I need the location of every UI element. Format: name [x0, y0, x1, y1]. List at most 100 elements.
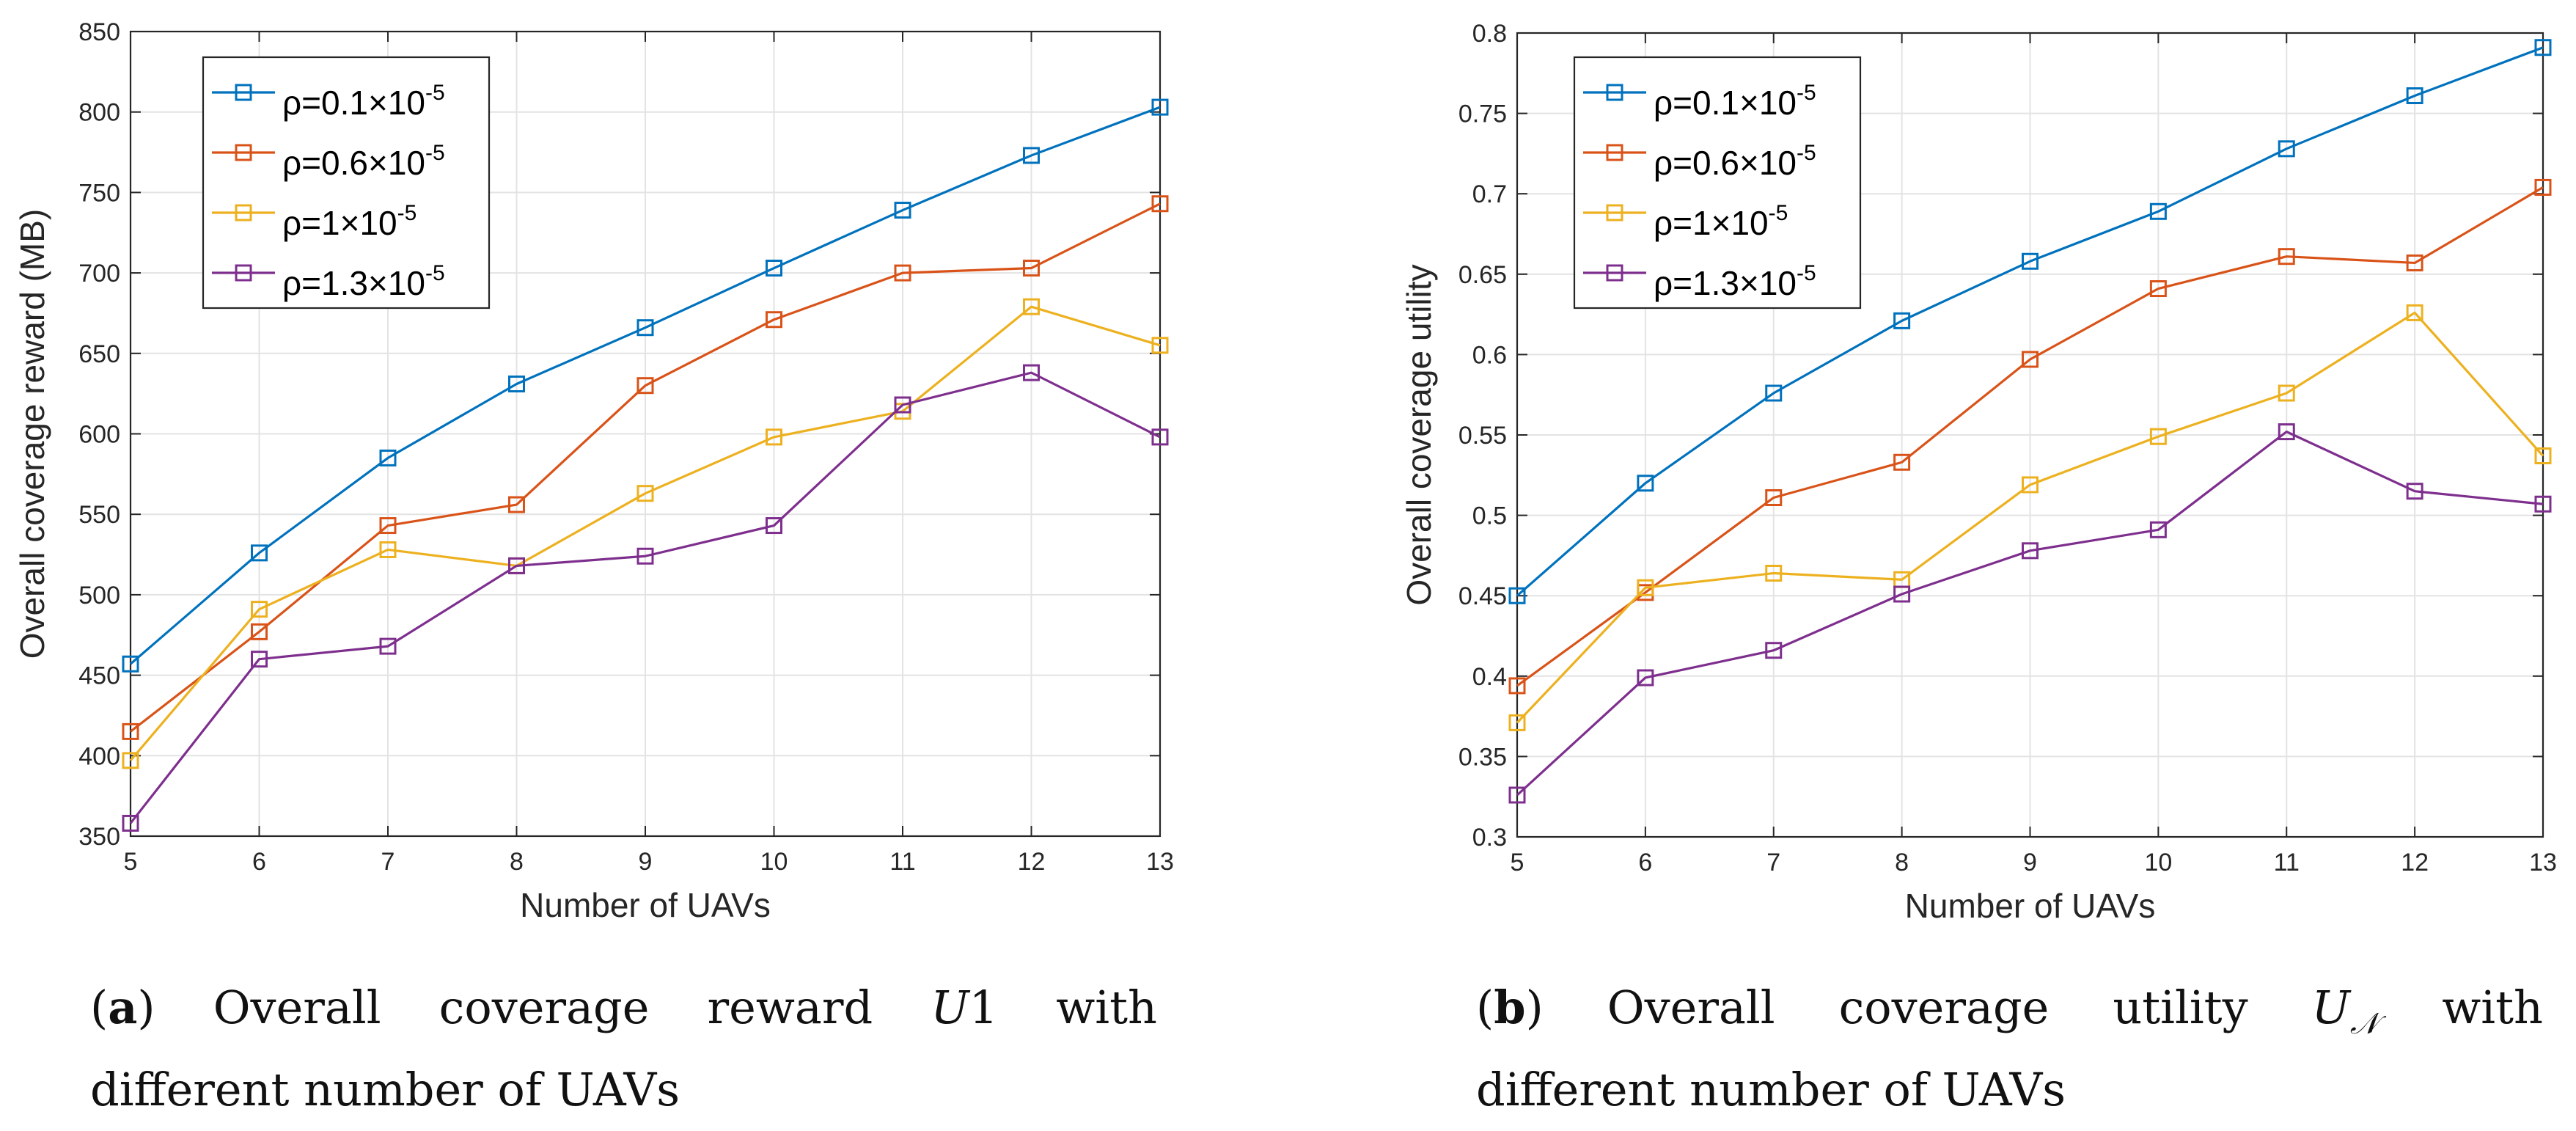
series-line — [1516, 431, 2544, 797]
data-point-marker — [2022, 542, 2039, 560]
legend-marker — [1606, 264, 1623, 282]
data-point-marker — [379, 637, 397, 655]
y-tick-label: 750 — [78, 179, 120, 207]
caption-b-word3: utility — [2113, 981, 2248, 1034]
data-point-marker — [2278, 423, 2295, 441]
data-point-marker — [2534, 447, 2552, 464]
caption-b: (b) Overall coverage utility U𝒩 with dif… — [1476, 967, 2543, 1131]
data-point-marker — [2149, 521, 2167, 538]
series-1 — [122, 98, 1169, 673]
y-tick-label: 0.65 — [1458, 261, 1507, 289]
x-tick-label: 11 — [889, 848, 915, 876]
caption-b-word4: with — [2442, 981, 2543, 1034]
data-point-marker — [379, 449, 397, 466]
x-axis-label: Number of UAVs — [1905, 887, 2156, 925]
x-tick-label: 9 — [2023, 849, 2037, 876]
data-point-marker — [894, 396, 911, 414]
series-4 — [1508, 423, 2552, 804]
data-point-marker — [1151, 428, 1169, 446]
data-point-marker — [2022, 351, 2039, 368]
data-point-marker — [251, 623, 268, 640]
data-point-marker — [2534, 39, 2552, 56]
x-tick-label: 10 — [2144, 849, 2172, 876]
caption-a: (a) Overall coverage reward U1 with diff… — [90, 967, 1157, 1131]
data-point-marker — [1637, 579, 1654, 596]
caption-b-word2: coverage — [1838, 981, 2050, 1034]
legend-marker — [235, 144, 252, 161]
data-point-marker — [2022, 252, 2039, 270]
data-point-marker — [1765, 642, 1783, 659]
caption-a-label: (a) — [90, 981, 155, 1034]
data-point-marker — [2406, 87, 2423, 104]
data-point-marker — [2278, 248, 2295, 266]
y-tick-label: 0.5 — [1472, 502, 1507, 530]
data-point-marker — [2406, 304, 2423, 321]
data-point-marker — [894, 202, 911, 219]
y-tick-label: 650 — [78, 340, 120, 368]
data-point-marker — [1765, 565, 1783, 582]
data-point-marker — [1151, 337, 1169, 354]
data-point-marker — [122, 814, 139, 832]
data-point-marker — [1893, 453, 1911, 471]
data-point-marker — [122, 722, 139, 740]
data-point-marker — [1508, 587, 1526, 604]
caption-b-symbol: U𝒩 — [2311, 981, 2379, 1041]
series-line — [129, 371, 1161, 824]
y-tick-label: 550 — [78, 501, 120, 529]
x-tick-label: 6 — [1638, 849, 1652, 876]
data-point-marker — [636, 377, 654, 395]
data-point-marker — [1637, 669, 1654, 687]
series-line — [1516, 311, 2544, 724]
x-tick-label: 12 — [2401, 849, 2429, 876]
data-point-marker — [251, 651, 268, 668]
data-point-marker — [1637, 475, 1654, 492]
legend-marker — [1606, 144, 1623, 161]
series-1 — [1508, 39, 2552, 604]
data-point-marker — [2149, 428, 2167, 445]
legend-marker — [235, 84, 252, 101]
data-point-marker — [379, 517, 397, 535]
data-point-marker — [636, 485, 654, 502]
data-point-marker — [379, 541, 397, 558]
y-tick-label: 600 — [78, 421, 120, 449]
caption-a-word3: reward — [707, 981, 873, 1034]
x-tick-label: 13 — [1146, 848, 1174, 876]
y-tick-label: 0.75 — [1458, 100, 1507, 128]
y-tick-label: 450 — [78, 662, 120, 690]
chart-a: 5 6 7 8 9 10 11 12 13 350 400 450 500 550 600 650 700 750… — [13, 18, 1174, 924]
data-point-marker — [508, 375, 525, 392]
data-point-marker — [1023, 147, 1040, 164]
y-tick-label: 400 — [78, 742, 120, 770]
data-point-marker — [2406, 483, 2423, 500]
data-point-marker — [894, 264, 911, 282]
caption-a-line2: different number of UAVs — [90, 1063, 680, 1116]
y-tick-label: 500 — [78, 582, 120, 610]
data-point-marker — [122, 655, 139, 673]
data-point-marker — [766, 311, 782, 329]
series-line — [1516, 186, 2544, 687]
data-point-marker — [766, 428, 782, 446]
data-point-marker — [508, 496, 525, 513]
legend-entry: ρ=1×10-5 — [282, 201, 417, 242]
legend-entry: ρ=0.1×10-5 — [1654, 81, 1816, 122]
data-point-marker — [508, 557, 525, 574]
x-tick-label: 5 — [124, 848, 138, 876]
data-point-marker — [1508, 677, 1526, 695]
series-3 — [1508, 304, 2552, 731]
data-point-marker — [1023, 260, 1040, 277]
series-2 — [1508, 178, 2552, 695]
legend: ρ=0.1×10-5 ρ=0.6×10-5 ρ=1×10-5 ρ=1.3×10-5 — [202, 56, 491, 310]
legend-entry: ρ=0.6×10-5 — [282, 141, 445, 182]
legend-entry: ρ=1×10-5 — [1654, 201, 1788, 242]
legend-entry: ρ=1.3×10-5 — [1654, 261, 1816, 302]
x-tick-label: 8 — [510, 848, 524, 876]
data-point-marker — [1765, 488, 1783, 506]
data-point-marker — [1893, 585, 1911, 603]
series-2 — [122, 195, 1169, 740]
legend-marker — [235, 264, 252, 282]
data-point-marker — [2534, 495, 2552, 513]
series-4 — [122, 364, 1169, 832]
legend-entry: ρ=0.1×10-5 — [282, 81, 445, 122]
x-tick-label: 5 — [1511, 849, 1524, 876]
